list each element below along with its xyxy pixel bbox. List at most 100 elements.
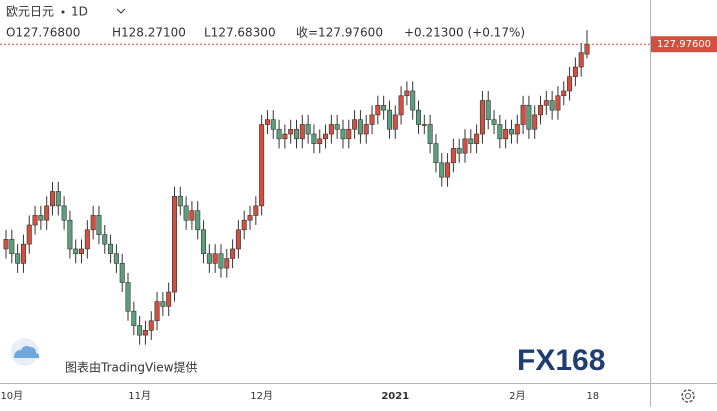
- candle-body: [73, 248, 79, 255]
- candle-body: [38, 215, 44, 221]
- candle-body: [503, 128, 509, 140]
- ohlc-close: 收=127.97600: [296, 26, 383, 40]
- candle-body: [479, 100, 485, 135]
- chevron[interactable]: [116, 8, 126, 14]
- logo: FX168: [517, 344, 605, 377]
- candle-body: [125, 282, 131, 312]
- candle-body: [363, 124, 369, 135]
- candle-body: [235, 229, 241, 250]
- candle-body: [311, 133, 317, 144]
- candle-body: [555, 95, 561, 111]
- candle-body: [567, 76, 573, 92]
- candle-body: [102, 234, 108, 245]
- candle-body: [288, 128, 294, 135]
- x-tick-label: 12月: [250, 390, 273, 402]
- candle-body: [561, 90, 567, 97]
- tv-icon: [11, 338, 40, 366]
- x-tick-label: 2021: [381, 391, 409, 402]
- ohlc-low: L127.68300: [204, 26, 276, 40]
- ohlc-open: O127.76800: [6, 26, 80, 40]
- candle-body: [142, 330, 148, 336]
- candle-body: [293, 128, 299, 140]
- ohlc-change: +0.21300 (+0.17%): [404, 26, 525, 40]
- candle-body: [276, 128, 282, 140]
- last-price-label: 127.97600: [657, 39, 711, 50]
- candle-body: [543, 100, 549, 106]
- candle-body: [491, 119, 497, 125]
- candle-body: [538, 105, 544, 116]
- candle-body: [96, 215, 102, 235]
- candle-body: [55, 191, 61, 207]
- candle-body: [108, 243, 114, 255]
- x-tick-label: 18: [586, 391, 599, 402]
- candle-body: [497, 124, 503, 140]
- candle-body: [468, 138, 474, 144]
- candle-body: [3, 239, 9, 250]
- candle-body: [195, 210, 201, 231]
- candle-body: [375, 105, 381, 116]
- candle-body: [357, 119, 363, 135]
- candle-body: [201, 229, 207, 255]
- candle-body: [32, 215, 38, 226]
- candle-body: [485, 100, 491, 120]
- candle-body: [259, 124, 265, 207]
- candle-body: [166, 291, 172, 307]
- candle-body: [381, 105, 387, 111]
- candle-body: [305, 124, 311, 135]
- candle-body: [15, 253, 21, 264]
- candle-body: [508, 128, 514, 135]
- candle-body: [154, 301, 160, 322]
- candle-body: [253, 205, 259, 216]
- settings-icon[interactable]: [681, 389, 695, 403]
- candle-body: [578, 52, 584, 68]
- candle-body: [323, 133, 329, 140]
- candle-body: [148, 320, 154, 331]
- candle-body: [526, 105, 532, 130]
- candle-body: [532, 114, 538, 130]
- candle-body: [369, 114, 375, 125]
- x-tick-label: 10月: [0, 390, 23, 402]
- candle-body: [549, 100, 555, 111]
- candle-body: [247, 215, 253, 221]
- candle-body: [49, 191, 55, 207]
- candle-body: [386, 109, 392, 130]
- candle-body: [328, 124, 334, 135]
- watermark: 图表由TradingView提供: [65, 360, 198, 375]
- candle-body: [230, 248, 236, 259]
- candle-body: [113, 253, 119, 264]
- candle-body: [44, 205, 50, 221]
- candle-body: [84, 229, 90, 250]
- candle-body: [450, 148, 456, 164]
- candle-body: [572, 66, 578, 77]
- candle-body: [299, 124, 305, 140]
- candle-body: [427, 124, 433, 144]
- candle-body: [20, 243, 26, 264]
- candle-body: [317, 138, 323, 144]
- candle-body: [334, 124, 340, 130]
- candle-body: [189, 210, 195, 221]
- x-tick-label: 2月: [509, 390, 525, 402]
- candle-body: [340, 128, 346, 140]
- separator: [61, 10, 65, 14]
- candle-body: [416, 109, 422, 125]
- candle-body: [171, 195, 177, 293]
- x-tick-label: 11月: [128, 390, 151, 402]
- candle-body: [119, 263, 125, 283]
- candle-body: [398, 95, 404, 116]
- candle-body: [346, 128, 352, 140]
- candle-body: [439, 162, 445, 178]
- interval[interactable]: 1D: [71, 5, 88, 19]
- candle-body: [131, 310, 137, 326]
- candle-body: [212, 253, 218, 264]
- candle-body: [352, 119, 358, 130]
- candle-body: [9, 239, 15, 255]
- last-price-tag: [651, 36, 717, 53]
- candle-body: [433, 143, 439, 164]
- ohlc-high: H128.27100: [112, 26, 186, 40]
- candle-body: [241, 219, 247, 231]
- candle-body: [79, 248, 85, 255]
- candle-body: [264, 119, 270, 125]
- candle-body: [474, 133, 480, 144]
